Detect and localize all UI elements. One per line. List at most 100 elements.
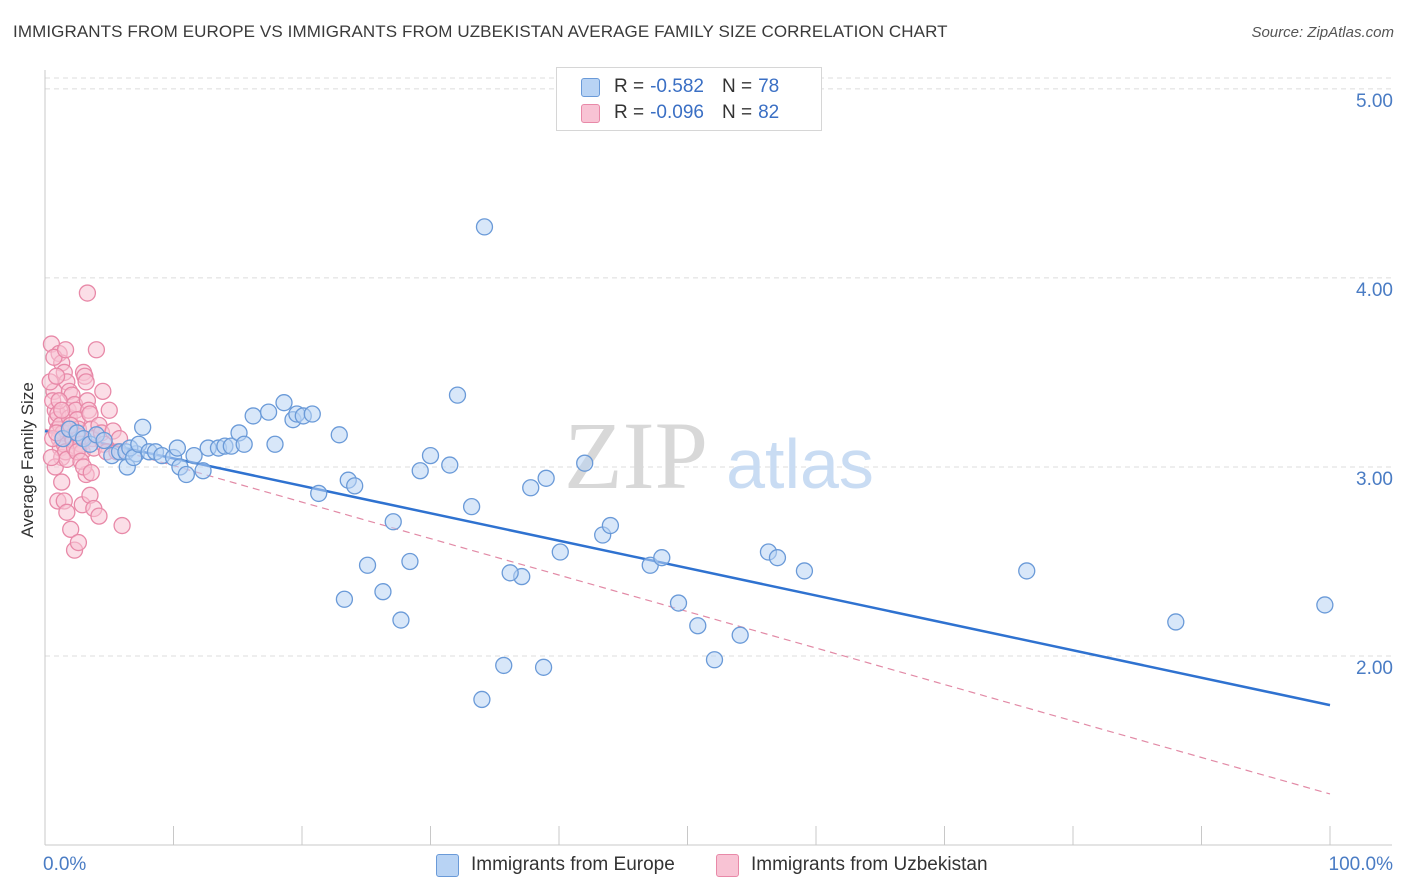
europe-point: [534, 658, 553, 676]
bottom-legend-swatch-uzbekistan: [716, 853, 739, 877]
legend-row-europe: R = -0.582 N = 78: [581, 75, 779, 99]
uzbekistan-trend-line: [44, 428, 1331, 795]
uzbekistan-point: [53, 473, 71, 491]
legend-r-label: R =: [614, 76, 645, 97]
europe-point: [1167, 613, 1185, 631]
europe-point: [335, 590, 354, 608]
bottom-legend-label-uzbekistan: Immigrants from Uzbekistan: [751, 854, 988, 875]
europe-point: [185, 446, 203, 465]
europe-point: [95, 431, 113, 450]
europe-point: [275, 394, 293, 412]
uzbekistan-point: [69, 533, 88, 552]
uzbekistan-point: [62, 520, 80, 538]
bottom-legend-swatch-europe: [436, 853, 459, 877]
europe-trend-line: [44, 429, 1331, 707]
europe-point: [795, 562, 814, 580]
legend-r-label: R =: [614, 102, 645, 123]
europe-point: [401, 552, 419, 571]
legend-n-label: N =: [721, 102, 753, 123]
europe-point: [411, 462, 429, 480]
legend-r-value: -0.582: [650, 76, 704, 97]
europe-point: [303, 405, 321, 423]
europe-point: [768, 549, 787, 567]
uzbekistan-point: [77, 373, 95, 391]
europe-point: [501, 564, 519, 582]
x-tick-label-max: 100.0%: [1329, 854, 1394, 875]
uzbekistan-point: [78, 284, 97, 302]
y-tick-label: 3.00: [1356, 469, 1393, 490]
watermark: ZIP atlas: [564, 402, 874, 509]
uzbekistan-point: [100, 401, 118, 419]
europe-point: [653, 549, 671, 567]
europe-point: [266, 435, 284, 453]
europe-point: [421, 446, 440, 465]
europe-point: [346, 477, 364, 495]
europe-point: [384, 513, 402, 531]
trend-lines: [44, 428, 1331, 795]
uzbekistan-point: [94, 382, 112, 400]
europe-point: [537, 469, 555, 487]
legend-n-label: N =: [721, 76, 753, 97]
europe-point: [1018, 562, 1036, 580]
europe-point: [475, 218, 494, 236]
europe-point: [310, 484, 328, 503]
bottom-legend-europe: Immigrants from Europe: [436, 852, 675, 878]
legend-swatch-europe: [581, 77, 600, 97]
europe-point: [448, 386, 467, 404]
grid-lines: [45, 77, 1392, 657]
europe-point: [358, 556, 377, 574]
europe-point: [259, 403, 278, 421]
bottom-legend-uzbekistan: Immigrants from Uzbekistan: [716, 852, 988, 878]
uzbekistan-point: [58, 503, 76, 521]
bottom-legend-label-europe: Immigrants from Europe: [471, 854, 675, 875]
x-tick-label-min: 0.0%: [43, 854, 86, 875]
y-axis-label: Average Family Size: [18, 382, 37, 538]
uzbekistan-point: [82, 463, 100, 482]
legend-n-value: 82: [758, 102, 780, 123]
legend-r-value: -0.096: [650, 102, 704, 123]
europe-point: [441, 456, 459, 474]
europe-point: [462, 497, 481, 516]
europe-point: [1316, 596, 1334, 614]
uzbekistan-point: [56, 341, 75, 359]
y-tick-label: 4.00: [1356, 280, 1393, 301]
europe-point: [168, 439, 187, 457]
europe-point: [669, 594, 688, 612]
europe-point: [495, 656, 513, 675]
data-points: [41, 218, 1334, 709]
y-tick-label: 2.00: [1356, 658, 1393, 679]
europe-point: [522, 479, 540, 497]
legend-swatch-uzbekistan: [581, 103, 600, 123]
europe-point: [601, 516, 620, 535]
tick-labels: 2.00 3.00 4.00 5.00 0.0% 100.0%: [43, 91, 1393, 875]
legend-row-uzbekistan: R = -0.096 N = 82: [581, 101, 779, 125]
axes: [44, 70, 1392, 846]
uzbekistan-point: [53, 401, 71, 419]
europe-point: [244, 407, 262, 425]
europe-point: [689, 617, 707, 635]
legend-n-value: 78: [758, 76, 780, 97]
uzbekistan-point: [113, 516, 131, 535]
y-tick-label: 5.00: [1356, 91, 1393, 112]
uzbekistan-point: [87, 341, 106, 359]
europe-point: [374, 583, 392, 601]
correlation-legend: R = -0.582 N = 78 R = -0.096 N = 82: [556, 67, 822, 131]
europe-point: [705, 651, 724, 669]
watermark-atlas: atlas: [726, 425, 874, 503]
europe-point: [473, 690, 491, 709]
europe-point: [134, 418, 152, 436]
europe-point: [576, 454, 594, 472]
europe-point: [551, 543, 569, 561]
uzbekistan-point: [42, 448, 61, 467]
europe-point: [330, 426, 348, 444]
europe-point: [177, 465, 196, 484]
uzbekistan-point: [90, 507, 108, 525]
chart-source: Source: ZipAtlas.com: [1251, 24, 1394, 41]
chart-title: IMMIGRANTS FROM EUROPE VS IMMIGRANTS FRO…: [13, 22, 948, 41]
uzbekistan-point: [47, 367, 66, 385]
europe-point: [731, 626, 749, 644]
europe-point: [392, 611, 410, 629]
europe-point: [194, 462, 212, 480]
europe-point: [235, 435, 253, 453]
